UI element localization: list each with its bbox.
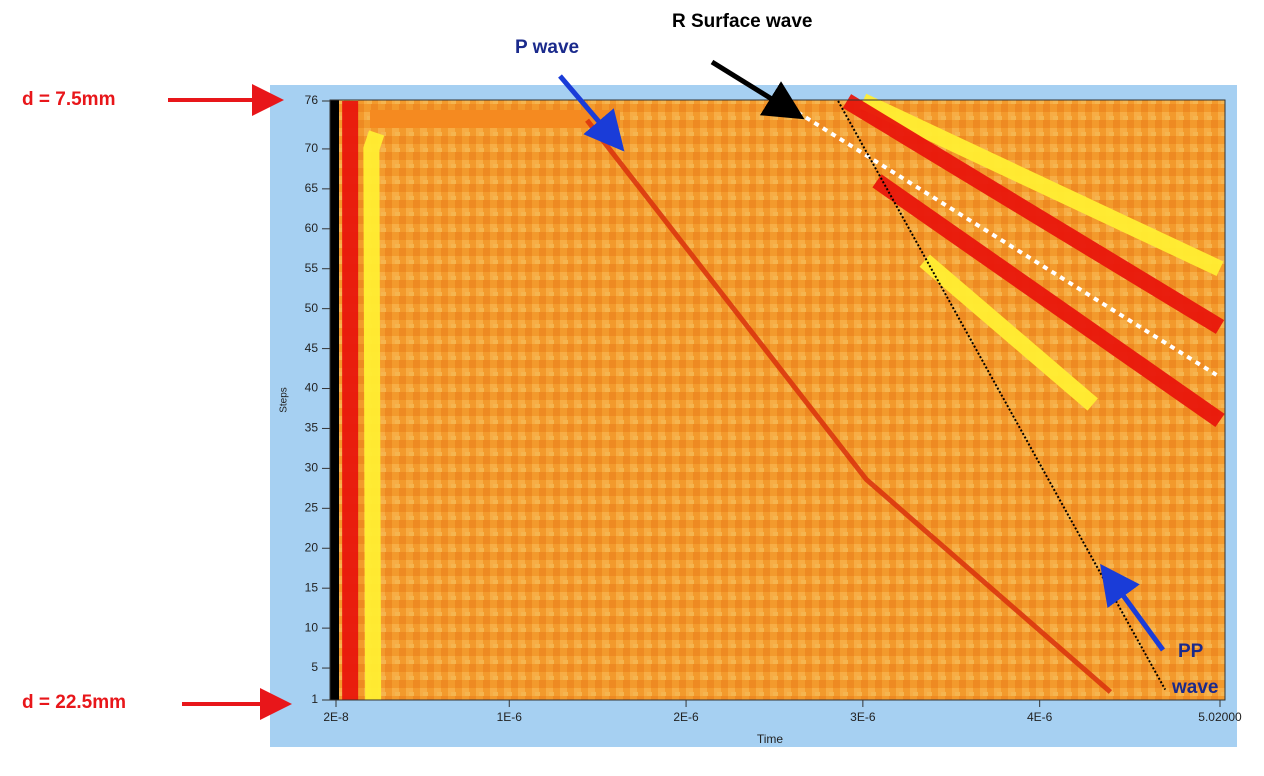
y-tick-label: 60 — [305, 221, 319, 235]
y-tick-label: 45 — [305, 341, 319, 355]
wave-line — [872, 174, 1225, 428]
pp-wave-label: wave — [1171, 677, 1218, 698]
r-wave-label: R Surface wave — [672, 11, 812, 32]
x-tick-label: 2E-8 — [323, 710, 349, 724]
wave-line — [842, 94, 1225, 334]
y-tick-label: 50 — [305, 301, 319, 315]
y-tick-label: 70 — [305, 141, 319, 155]
wave-line — [919, 254, 1098, 411]
top-depth-label: d = 7.5mm — [22, 89, 115, 110]
bottom-depth-label: d = 22.5mm — [22, 692, 126, 713]
wave-line — [585, 118, 1113, 694]
wave-line — [363, 130, 385, 701]
arrow — [558, 74, 625, 152]
arrow — [1100, 563, 1166, 652]
y-tick-label: 76 — [305, 93, 319, 107]
y-tick-label: 55 — [305, 261, 319, 275]
y-tick-label: 40 — [305, 381, 319, 395]
y-tick-label: 65 — [305, 181, 319, 195]
y-tick-label: 5 — [311, 660, 318, 674]
surface-region — [370, 110, 620, 128]
pp-wave-label: PP — [1178, 641, 1204, 662]
wave-line — [796, 110, 1218, 377]
y-axis-label: Steps — [279, 387, 290, 413]
edge-bar — [330, 100, 339, 700]
p-wave-label: P wave — [515, 37, 579, 58]
y-tick-label: 15 — [305, 580, 319, 594]
y-tick-label: 10 — [305, 620, 319, 634]
y-tick-label: 25 — [305, 500, 319, 514]
arrow — [710, 59, 805, 120]
x-axis-label: Time — [757, 732, 784, 746]
x-tick-label: 5.02000 — [1198, 710, 1242, 724]
marks — [342, 93, 1225, 701]
x-tick-label: 2E-6 — [673, 710, 699, 724]
x-tick-label: 4E-6 — [1027, 710, 1053, 724]
y-tick-label: 30 — [305, 461, 319, 475]
x-tick-label: 3E-6 — [850, 710, 876, 724]
wave-line — [859, 93, 1224, 276]
x-tick-label: 1E-6 — [497, 710, 523, 724]
y-tick-label: 35 — [305, 421, 319, 435]
y-tick-label: 20 — [305, 540, 319, 554]
y-tick-label: 1 — [311, 692, 318, 706]
